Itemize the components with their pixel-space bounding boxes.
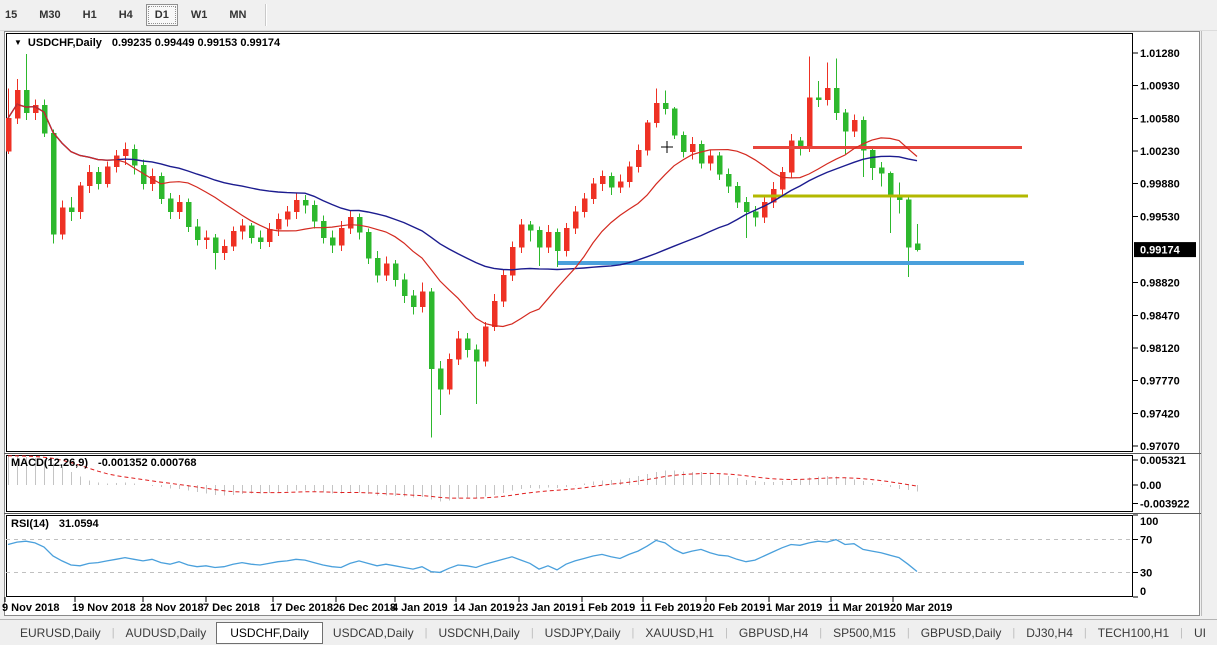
tab-eurusd-daily[interactable]: EURUSD,Daily	[20, 625, 101, 640]
rsi-name: RSI(14)	[11, 518, 49, 530]
chart-symbol-label: USDCHF,Daily	[27, 37, 102, 49]
chart-title: ▼ USDCHF,Daily 0.99235 0.99449 0.99153 0.9…	[14, 37, 280, 49]
timeframe-button-m30[interactable]: M30	[39, 9, 61, 21]
chart-ohlc-values: 0.99235 0.99449 0.99153 0.99174	[111, 37, 281, 49]
tab-separator: |	[1083, 626, 1087, 639]
tab-separator: |	[631, 626, 635, 639]
tab-ui[interactable]: UI	[1194, 625, 1207, 640]
timeframe-button-h1[interactable]: H1	[82, 9, 97, 21]
tab-separator: |	[906, 626, 910, 639]
tab-usdchf-daily[interactable]: USDCHF,Daily	[216, 621, 323, 644]
tab-separator: |	[1180, 626, 1184, 639]
timeframe-button-d1[interactable]: D1	[145, 4, 178, 26]
timeframe-toolbar: 15 M30 H1 H4 D1 W1 MN	[0, 0, 1217, 31]
tab-separator: |	[111, 626, 115, 639]
rsi-value: 31.0594	[58, 518, 99, 530]
tab-tech100-h1[interactable]: TECH100,H1	[1097, 625, 1170, 640]
tab-dj30-h4[interactable]: DJ30,H4	[1026, 625, 1073, 640]
dropdown-arrow-icon[interactable]: ▼	[14, 38, 22, 47]
tab-gbpusd-h4[interactable]: GBPUSD,H4	[738, 625, 809, 640]
toolbar-separator	[265, 4, 268, 26]
tab-usdcad-daily[interactable]: USDCAD,Daily	[332, 625, 414, 640]
macd-name: MACD(12,26,9)	[11, 457, 89, 469]
tab-separator: |	[424, 626, 428, 639]
timeframe-button-15[interactable]: 15	[5, 9, 18, 21]
right-margin-strip	[1201, 31, 1217, 616]
tab-usdjpy-daily[interactable]: USDJPY,Daily	[544, 625, 621, 640]
tab-separator: |	[1012, 626, 1016, 639]
tab-usdcnh-daily[interactable]: USDCNH,Daily	[438, 625, 520, 640]
rsi-indicator-label: RSI(14) 31.0594	[11, 518, 99, 530]
tab-separator: |	[819, 626, 823, 639]
macd-indicator-label: MACD(12,26,9) -0.001352 0.000768	[11, 457, 197, 469]
timeframe-button-h4[interactable]: H4	[118, 9, 133, 21]
tab-audusd-daily[interactable]: AUDUSD,Daily	[125, 625, 207, 640]
timeframe-button-w1[interactable]: W1	[190, 9, 208, 21]
macd-values: -0.001352 0.000768	[98, 457, 197, 469]
tab-separator: |	[530, 626, 534, 639]
tab-separator: |	[725, 626, 728, 639]
tab-gbpusd-daily[interactable]: GBPUSD,Daily	[920, 625, 1002, 640]
timeframe-button-mn[interactable]: MN	[229, 9, 247, 21]
tab-xauusd-h1[interactable]: XAUUSD,H1	[645, 625, 715, 640]
chart-window[interactable]	[4, 31, 1200, 616]
symbol-tab-bar: EURUSD,Daily | AUDUSD,Daily USDCHF,Daily USD…	[0, 619, 1217, 645]
tab-sp500-m15[interactable]: SP500,M15	[833, 625, 896, 640]
